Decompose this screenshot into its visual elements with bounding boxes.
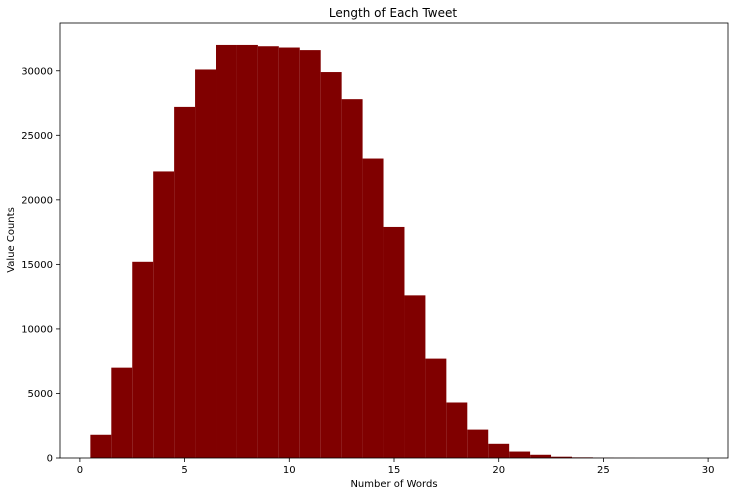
histogram-bar	[362, 158, 384, 458]
x-tick-label: 20	[492, 465, 505, 476]
histogram-bar	[257, 46, 279, 458]
y-tick-label: 5000	[28, 389, 53, 400]
y-tick-label: 0	[47, 454, 53, 465]
histogram-bar	[299, 50, 321, 459]
x-tick-label: 30	[702, 465, 715, 476]
y-axis-label: Value Counts	[6, 207, 17, 273]
histogram-bar	[195, 69, 217, 458]
histogram-bar	[446, 402, 468, 458]
x-tick-label: 0	[77, 465, 83, 476]
x-tick-label: 25	[597, 465, 610, 476]
histogram-bar	[216, 44, 237, 459]
chart-title: Length of Each Tweet	[329, 6, 457, 20]
histogram-bar	[320, 72, 342, 458]
y-tick-label: 10000	[21, 324, 53, 335]
x-tick-label: 5	[181, 465, 187, 476]
y-tick-label: 20000	[21, 195, 53, 206]
histogram-bar	[111, 367, 133, 458]
histogram-bar	[425, 358, 447, 458]
histogram-bar	[278, 47, 300, 459]
histogram-bar	[383, 226, 405, 458]
histogram-bar	[174, 106, 196, 459]
y-tick-label: 30000	[21, 66, 53, 77]
x-tick-label: 10	[283, 465, 296, 476]
histogram-bar	[467, 429, 489, 458]
histogram-bar	[341, 99, 363, 458]
histogram-bar	[551, 456, 572, 458]
bars-group	[90, 44, 698, 459]
histogram-bar	[236, 44, 258, 459]
y-tick-label: 25000	[21, 131, 53, 142]
y-tick-label: 15000	[21, 260, 53, 271]
x-axis-label: Number of Words	[350, 479, 437, 490]
x-tick-label: 15	[388, 465, 401, 476]
histogram-bar	[488, 443, 510, 458]
histogram-bar	[90, 434, 112, 458]
histogram-bar	[404, 295, 426, 458]
histogram-bar	[530, 454, 552, 458]
histogram-bar	[132, 261, 154, 458]
histogram-bar	[153, 171, 175, 458]
x-axis-ticks: 0 5 10 15 20 25 30	[77, 458, 715, 476]
histogram-bar	[509, 451, 531, 458]
y-axis-ticks: 0 5000 10000 15000 20000 25000 30000	[21, 66, 60, 465]
